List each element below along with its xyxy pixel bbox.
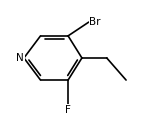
- Text: N: N: [16, 53, 24, 63]
- Text: F: F: [65, 105, 71, 115]
- Text: Br: Br: [90, 17, 101, 27]
